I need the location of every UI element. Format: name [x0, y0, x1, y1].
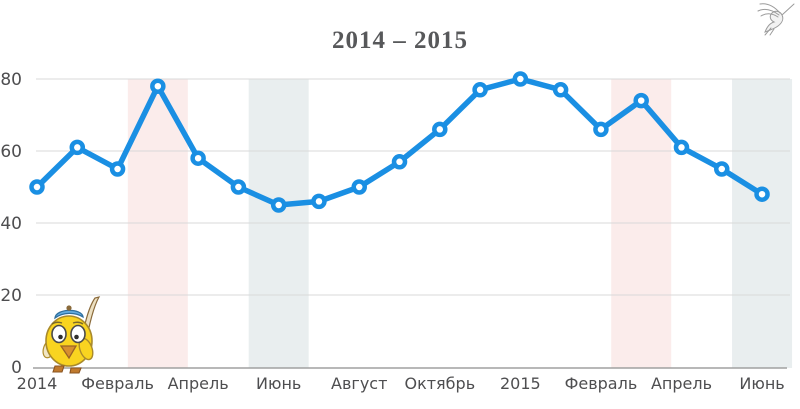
data-point-marker [391, 154, 408, 170]
data-point-marker [109, 161, 126, 177]
data-point-marker [150, 78, 166, 94]
data-point-marker [512, 71, 529, 87]
y-axis-tick-label: 20 [0, 286, 22, 306]
data-point-marker [673, 139, 690, 156]
x-axis-tick-label: Август [331, 374, 387, 393]
data-point-marker [190, 150, 206, 166]
data-point-marker [311, 193, 327, 210]
data-point-marker [29, 179, 45, 195]
x-axis-tick-label: 2014 [17, 374, 58, 393]
data-point-marker [230, 179, 247, 195]
x-axis-tick-label: Апрель [651, 374, 712, 393]
x-axis-tick-label: Апрель [168, 374, 229, 393]
data-point-marker [593, 121, 609, 138]
chick-mascot-icon [42, 296, 101, 374]
x-axis-tick-label: Октябрь [404, 374, 475, 393]
data-point-marker [270, 197, 287, 213]
x-axis-tick-label: Февраль [81, 374, 154, 393]
data-point-marker [754, 186, 770, 202]
x-axis-tick-label: Июнь [256, 374, 301, 393]
x-axis-tick-label: Февраль [565, 374, 638, 393]
y-axis-tick-label: 40 [0, 214, 22, 234]
data-point-marker [714, 161, 730, 177]
x-axis-tick-label: 2015 [500, 374, 541, 393]
hummingbird-logo-icon [757, 3, 795, 36]
y-axis-tick-label: 60 [0, 142, 22, 162]
data-point-marker [432, 121, 448, 138]
data-point-marker [69, 139, 86, 156]
data-point-marker [552, 82, 569, 98]
data-point-marker [633, 92, 649, 109]
data-point-marker [472, 82, 488, 98]
data-point-marker [351, 179, 367, 195]
x-axis-tick-label: Июнь [739, 374, 784, 393]
chart-title: 2014 – 2015 [332, 27, 468, 54]
y-axis-tick-label: 0 [11, 358, 22, 378]
y-axis-tick-label: 80 [0, 70, 22, 90]
